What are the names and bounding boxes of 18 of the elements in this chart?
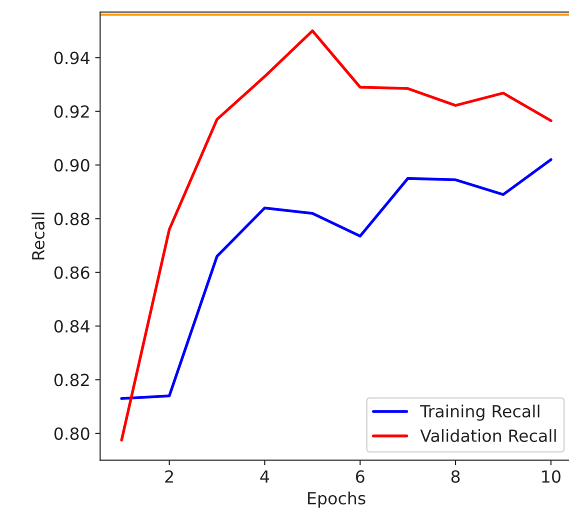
y-tick-label: 0.94 [54,52,90,64]
line-series [120,158,552,400]
x-tick-label: 8 [451,470,460,483]
y-tick-label: 0.92 [54,105,89,118]
y-tick-label: 0.82 [54,374,89,386]
x-axis-title: Epochs [308,492,366,508]
x-tick-label: 4 [260,470,270,483]
x-tick-label: 10 [542,470,560,483]
x-tick-label: 2 [165,470,173,483]
y-axis-title: Recall [32,212,45,260]
legend-label: Validation Recall [420,429,556,442]
y-tick-label: 0.90 [54,158,90,172]
legend-label: Training Recall [420,404,540,421]
x-tick-label: 6 [356,470,364,483]
y-tick-label: 0.80 [54,427,90,440]
y-tick-label: 0.84 [54,320,90,333]
y-tick-label: 0.86 [54,266,90,279]
y-tick-label: 0.88 [54,212,90,226]
